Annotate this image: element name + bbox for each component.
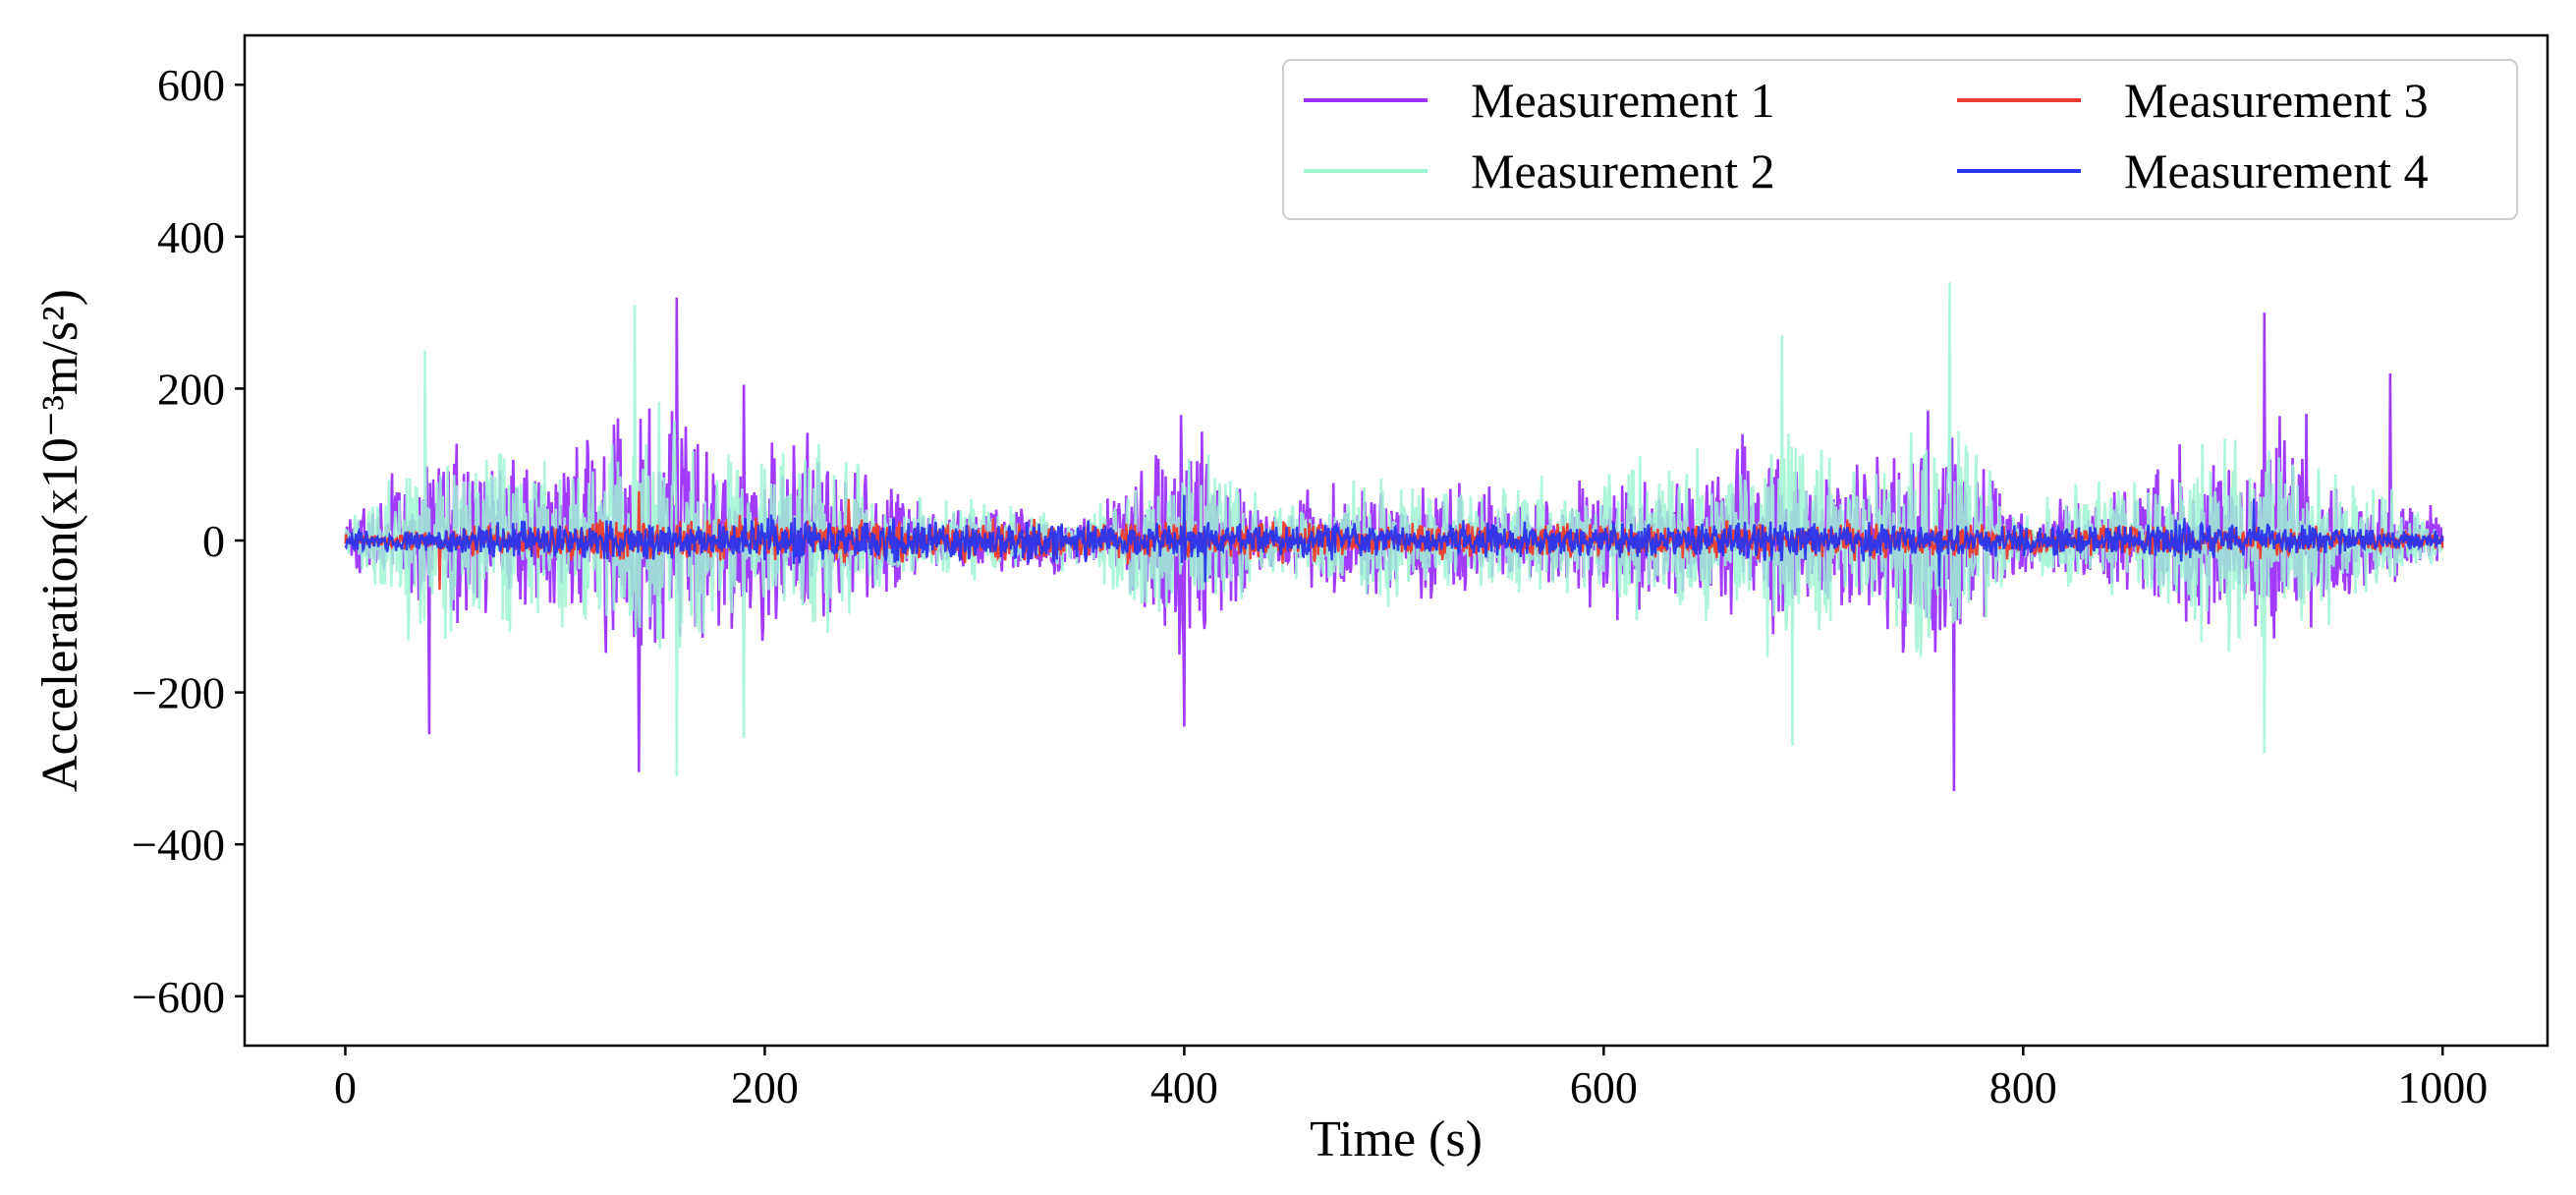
x-tick-label: 1000 <box>2397 1062 2488 1112</box>
legend-label-measurement-1: Measurement 1 <box>1471 73 1775 128</box>
x-axis-title: Time (s) <box>1310 1111 1483 1167</box>
legend-entry-measurement-2[interactable]: Measurement 2 <box>1304 143 1775 199</box>
y-tick-label: −400 <box>132 820 225 870</box>
legend-label-measurement-3: Measurement 3 <box>2124 73 2429 128</box>
y-tick-label: 400 <box>157 212 225 262</box>
y-tick-label: 200 <box>157 364 225 414</box>
x-tick-label: 800 <box>1989 1062 2057 1112</box>
y-axis: −600 −400 −200 0 200 400 600 <box>132 60 245 1022</box>
legend-entry-measurement-1[interactable]: Measurement 1 <box>1304 73 1775 128</box>
legend-label-measurement-4: Measurement 4 <box>2124 143 2429 199</box>
plot-area <box>243 33 2549 1048</box>
x-axis: 0 200 400 600 800 1000 <box>334 1046 2488 1112</box>
x-tick-label: 600 <box>1570 1062 1638 1112</box>
y-tick-label: −200 <box>132 668 225 718</box>
series-layer <box>344 282 2444 792</box>
y-tick-label: 600 <box>157 60 225 110</box>
legend-frame <box>1282 59 2518 220</box>
legend-label-measurement-2: Measurement 2 <box>1471 143 1775 199</box>
legend-entry-measurement-3[interactable]: Measurement 3 <box>1957 73 2429 128</box>
x-tick-label: 0 <box>334 1062 357 1112</box>
series-line-measurement-4 <box>344 494 2444 587</box>
y-tick-label: −600 <box>132 972 225 1022</box>
legend-entry-measurement-4[interactable]: Measurement 4 <box>1957 143 2429 199</box>
y-axis-title: Acceleration(x10⁻³m/s²) <box>32 289 88 792</box>
x-tick-label: 200 <box>731 1062 799 1112</box>
y-tick-label: 0 <box>202 516 225 566</box>
x-tick-label: 400 <box>1150 1062 1218 1112</box>
legend: Measurement 1 Measurement 2 Measurement … <box>1282 59 2518 220</box>
